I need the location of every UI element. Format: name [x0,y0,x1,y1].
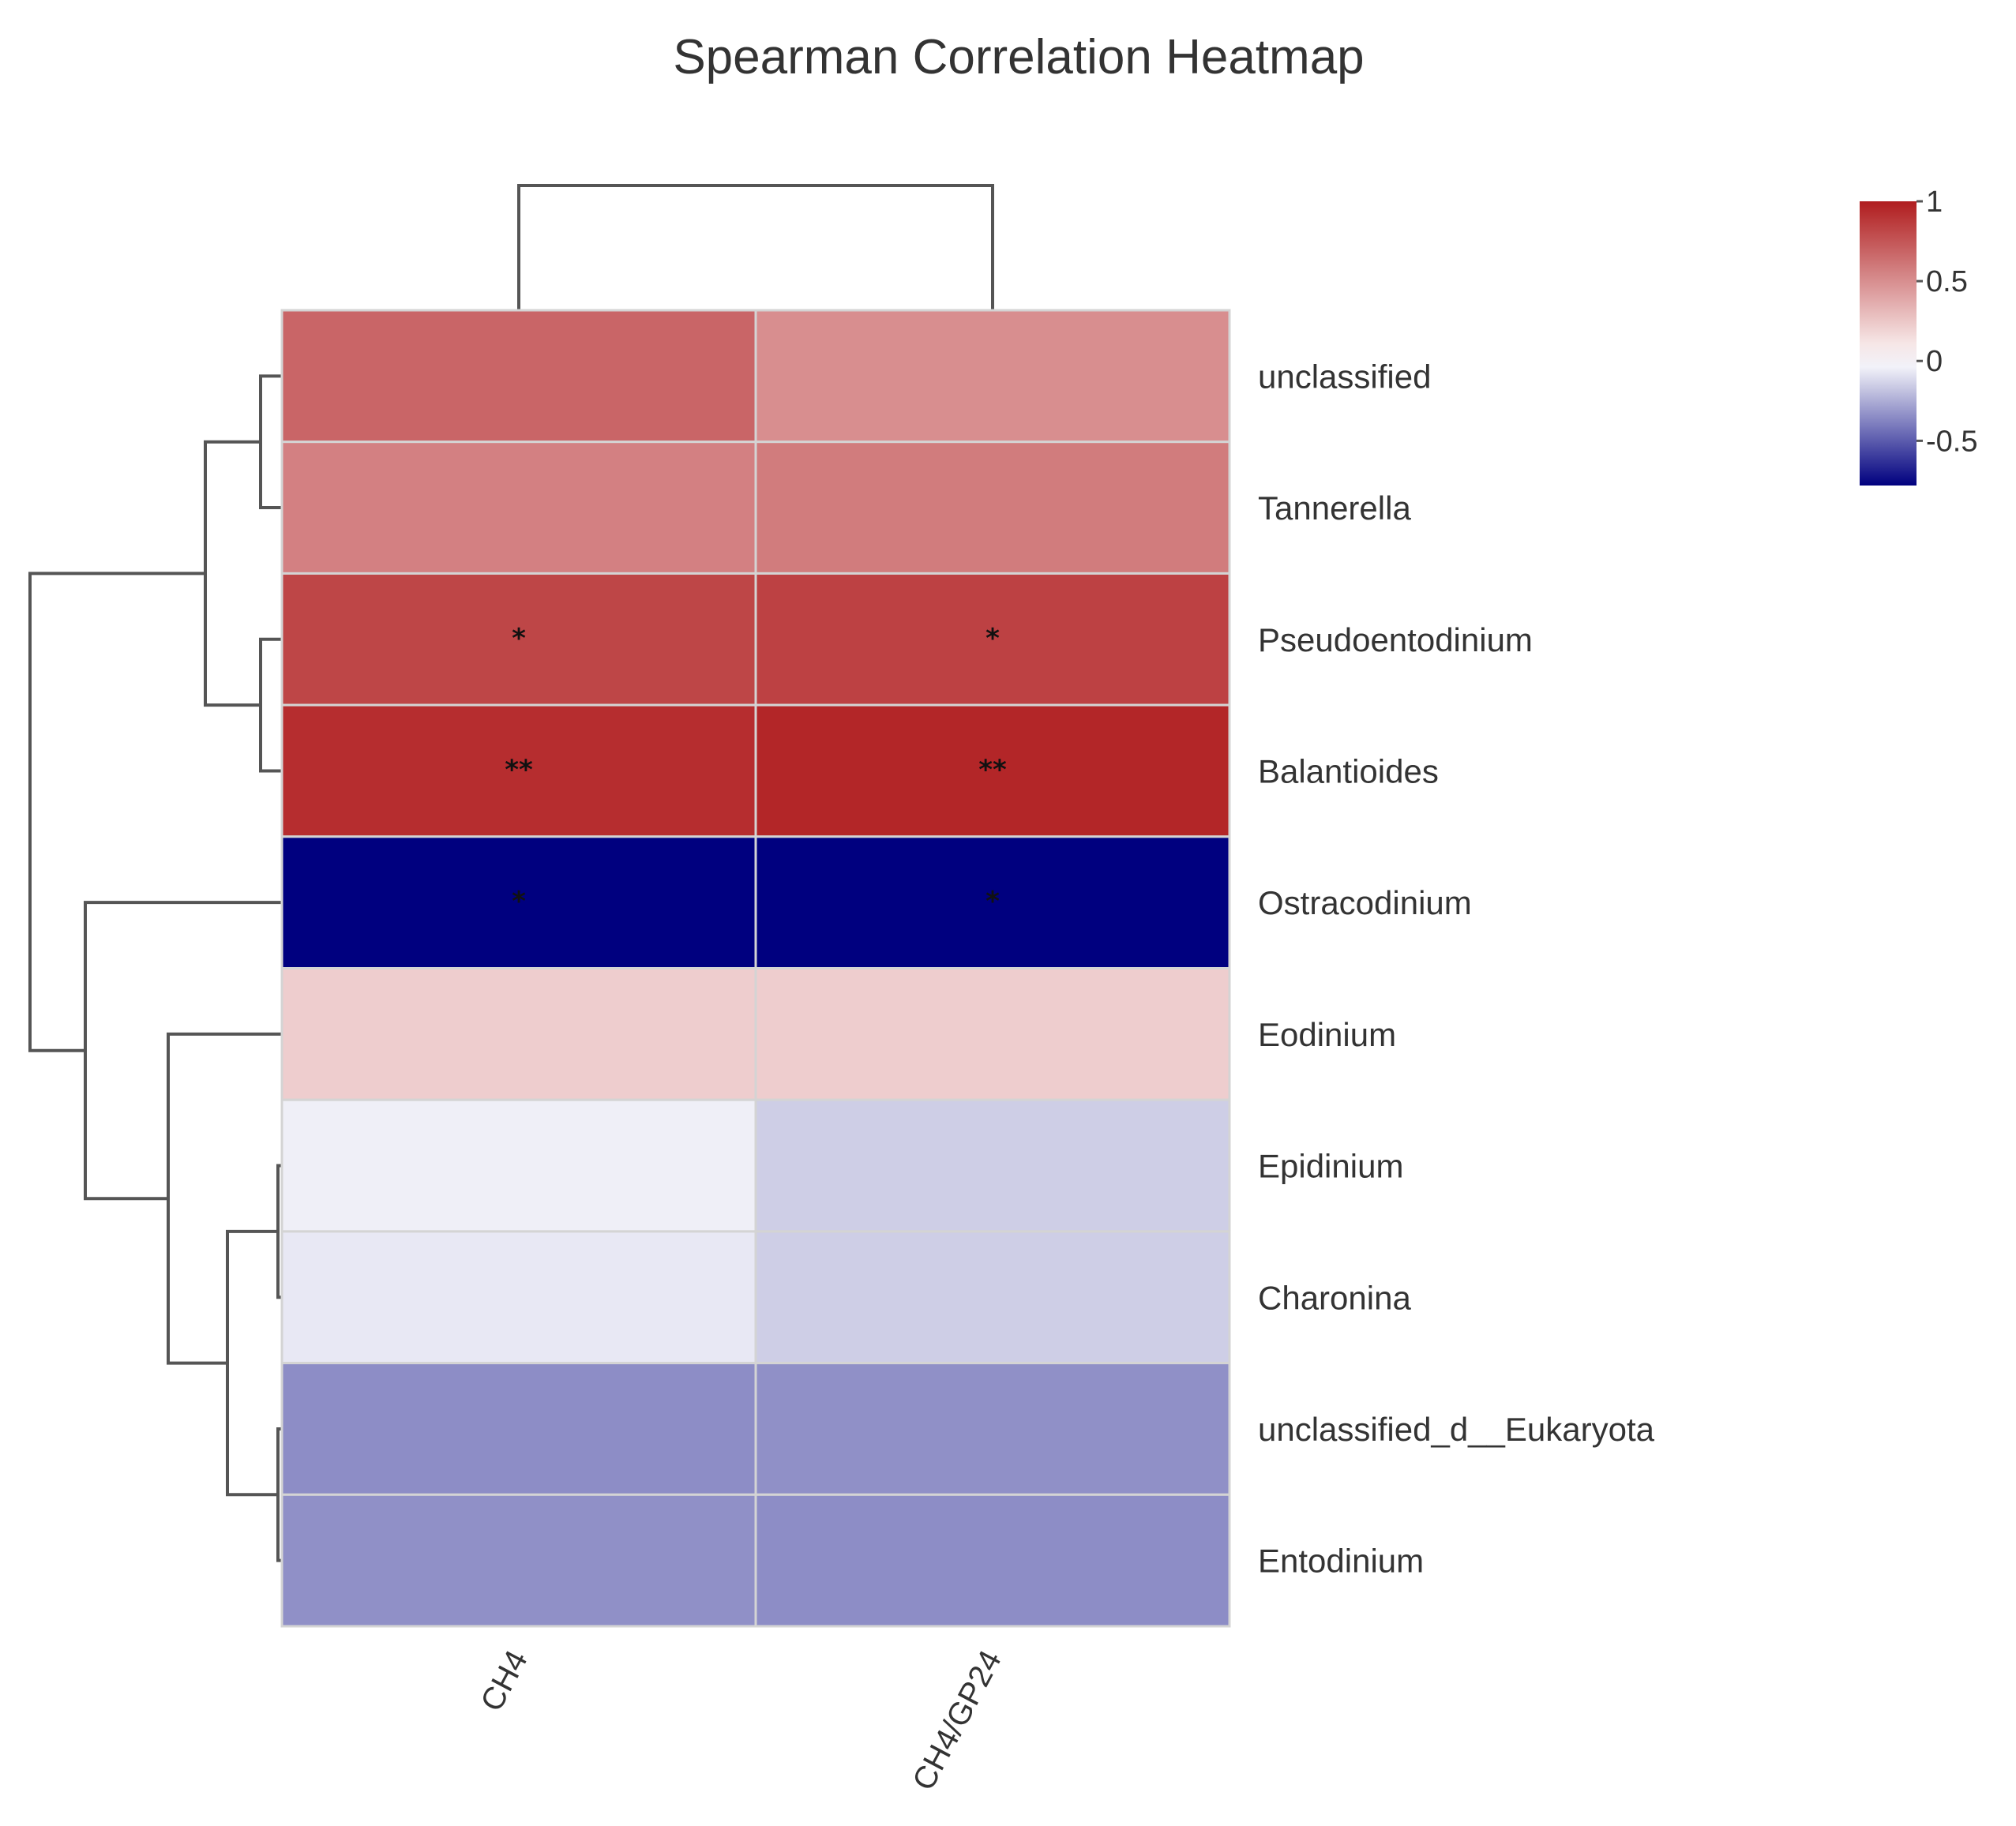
row-label-7: Charonina [1258,1279,1411,1316]
significance-mark-r4-c1: * [985,886,1000,917]
row-dendrogram-branch-7 [167,1032,282,1365]
heatmap-cell-r2-c1 [754,572,1231,707]
legend-tick-label-0: 1 [1926,186,1943,219]
row-label-6: Epidinium [1258,1148,1403,1185]
heatmap-cell-r0-c1 [754,309,1231,444]
heatmap-cell-r5-c1 [754,967,1231,1101]
heatmap-cell-r2-c0 [280,572,757,707]
legend-tick-label-1: 0.5 [1926,265,1968,298]
heatmap-cell-r7-c0 [280,1230,757,1365]
row-label-4: Ostracodinium [1258,884,1472,921]
color-legend: 1 0.5 0 -0.5 [1860,186,1977,486]
row-dendrogram-branch-6 [226,1229,278,1497]
heatmap-cell-r1-c1 [754,441,1231,575]
row-label-3: Balantioides [1258,752,1439,789]
heatmap-cell-r6-c1 [754,1098,1231,1233]
column-label-0: CH4 [475,1645,535,1717]
heatmap-cell-r4-c1 [754,835,1231,970]
row-dendrogram-branch-2 [259,637,282,773]
heatmap-cell-r7-c1 [754,1230,1231,1365]
row-label-5: Eodinium [1258,1016,1396,1053]
heatmap-cell-r6-c0 [280,1098,757,1233]
row-labels: unclassified Tannerella Pseudoentodinium Ba… [1258,358,1655,1579]
heatmap-cell-r3-c0 [280,703,757,838]
row-dendrogram-branch-3 [204,440,261,707]
heatmap-cell-r9-c1 [754,1493,1231,1628]
column-labels: CH4 CH4/GP24 [475,1645,1008,1796]
significance-mark-r4-c0: * [512,886,526,917]
legend-tick-label-3: -0.5 [1926,425,1977,458]
heatmap-cell-r8-c0 [280,1362,757,1496]
row-label-2: Pseudoentodinium [1258,621,1533,658]
column-dendrogram [517,184,994,310]
significance-mark-r3-c1: ** [978,754,1007,786]
heatmap-cell-r9-c0 [280,1493,757,1628]
heatmap-cell-r0-c0 [280,309,757,444]
column-label-1: CH4/GP24 [906,1645,1008,1796]
significance-mark-r2-c1: * [985,623,1000,654]
row-label-1: Tannerella [1258,489,1411,527]
column-dendrogram-branch [517,184,994,310]
significance-marks: * *** *** * [505,623,1007,917]
chart-title: Spearman Correlation Heatmap [673,30,1364,84]
row-label-9: Entodinium [1258,1543,1424,1580]
heatmap-cell-r8-c1 [754,1362,1231,1496]
heatmap-cell-r3-c1 [754,703,1231,838]
row-label-0: unclassified [1258,358,1431,395]
significance-mark-r2-c0: * [512,623,526,654]
row-dendrogram-branch-8 [84,901,282,1201]
legend-tick-label-2: 0 [1926,345,1943,378]
heatmap-cell-r1-c0 [280,441,757,575]
row-label-8: unclassified_d__Eukaryota [1258,1411,1655,1448]
legend-colorbar [1860,201,1917,486]
heatmap-cells [280,309,1231,1628]
heatmap-cell-r5-c0 [280,967,757,1101]
row-dendrogram [28,374,282,1562]
significance-mark-r3-c0: ** [505,754,533,786]
row-dendrogram-branch-root [28,572,205,1052]
row-dendrogram-branch-1 [259,374,282,510]
